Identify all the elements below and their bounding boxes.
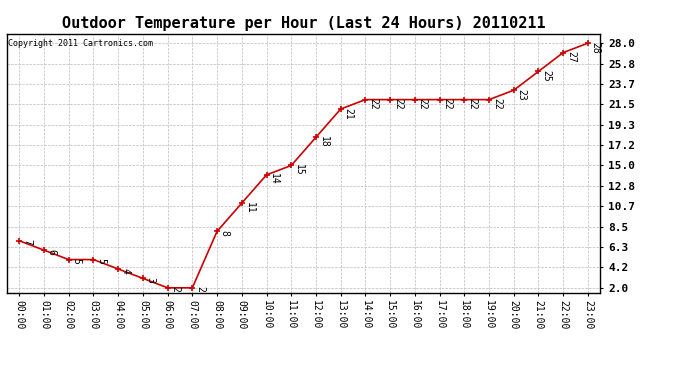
Text: 7: 7 [22,239,32,245]
Text: 11: 11 [244,202,255,213]
Text: 22: 22 [492,98,502,110]
Text: Copyright 2011 Cartronics.com: Copyright 2011 Cartronics.com [8,39,153,48]
Text: 21: 21 [344,108,353,119]
Text: 14: 14 [269,174,279,185]
Title: Outdoor Temperature per Hour (Last 24 Hours) 20110211: Outdoor Temperature per Hour (Last 24 Ho… [62,16,545,31]
Text: 22: 22 [442,98,453,110]
Text: 22: 22 [417,98,428,110]
Text: 6: 6 [47,249,57,255]
Text: 5: 5 [96,258,106,264]
Text: 15: 15 [294,164,304,176]
Text: 22: 22 [467,98,477,110]
Text: 23: 23 [517,89,526,101]
Text: 25: 25 [541,70,551,82]
Text: 27: 27 [566,51,576,63]
Text: 18: 18 [319,136,328,148]
Text: 28: 28 [591,42,601,54]
Text: 22: 22 [393,98,403,110]
Text: 22: 22 [368,98,378,110]
Text: 8: 8 [220,230,230,236]
Text: 5: 5 [72,258,81,264]
Text: 3: 3 [146,277,156,283]
Text: 2: 2 [195,286,205,292]
Text: 2: 2 [170,286,180,292]
Text: 4: 4 [121,268,131,273]
